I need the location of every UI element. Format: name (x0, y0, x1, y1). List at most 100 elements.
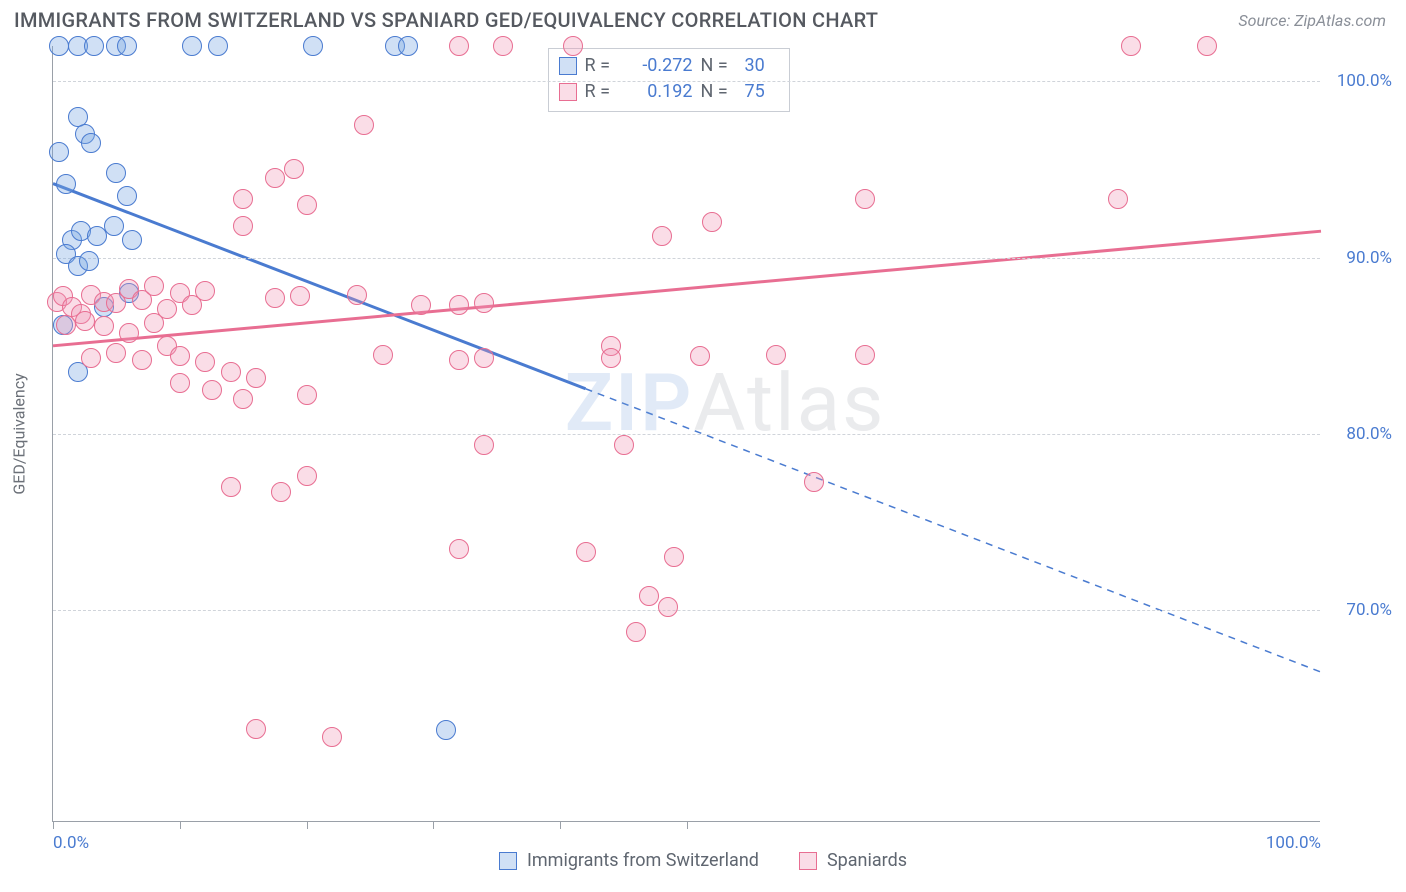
data-point (202, 380, 222, 400)
x-tick (433, 821, 434, 829)
data-point (233, 389, 253, 409)
data-point (614, 435, 634, 455)
data-point (855, 345, 875, 365)
stat-r-label: R = (585, 53, 621, 79)
data-point (347, 285, 367, 305)
watermark: ZIPAtlas (565, 356, 886, 450)
legend-item: Spaniards (799, 850, 907, 871)
trend-line-extrapolated (586, 389, 1321, 672)
legend-label: Spaniards (827, 850, 907, 871)
data-point (106, 163, 126, 183)
data-point (297, 385, 317, 405)
trend-line (53, 231, 1321, 346)
data-point (658, 597, 678, 617)
data-point (664, 547, 684, 567)
data-point (170, 346, 190, 366)
stat-n-label: N = (701, 53, 737, 79)
x-tick (180, 821, 181, 829)
data-point (449, 350, 469, 370)
stat-n-value: 75 (745, 79, 777, 105)
data-point (56, 174, 76, 194)
legend-swatch (499, 852, 517, 870)
data-point (690, 346, 710, 366)
data-point (75, 311, 95, 331)
legend-item: Immigrants from Switzerland (499, 850, 759, 871)
data-point (246, 368, 266, 388)
data-point (79, 251, 99, 271)
data-point (221, 362, 241, 382)
data-point (84, 36, 104, 56)
data-point (398, 36, 418, 56)
data-point (449, 295, 469, 315)
data-point (290, 286, 310, 306)
y-axis-label: GED/Equivalency (10, 373, 29, 494)
correlation-stats-box: R =-0.272N =30R =0.192N =75 (548, 48, 790, 112)
data-point (601, 348, 621, 368)
x-tick (560, 821, 561, 829)
data-point (303, 36, 323, 56)
data-point (49, 142, 69, 162)
data-point (626, 622, 646, 642)
data-point (94, 316, 114, 336)
data-point (170, 373, 190, 393)
data-point (297, 466, 317, 486)
data-point (855, 189, 875, 209)
data-point (652, 226, 672, 246)
data-point (233, 189, 253, 209)
data-point (411, 295, 431, 315)
source-attribution: Source: ZipAtlas.com (1238, 11, 1386, 30)
data-point (474, 435, 494, 455)
y-tick-label: 90.0% (1328, 248, 1392, 268)
data-point (195, 352, 215, 372)
stat-n-label: N = (701, 79, 737, 105)
data-point (639, 586, 659, 606)
data-point (297, 195, 317, 215)
data-point (117, 186, 137, 206)
data-point (1121, 36, 1141, 56)
data-point (221, 477, 241, 497)
data-point (474, 348, 494, 368)
data-point (702, 212, 722, 232)
stat-row: R = 0.192 N = 75 (559, 79, 777, 105)
data-point (144, 313, 164, 333)
data-point (81, 348, 101, 368)
data-point (122, 230, 142, 250)
data-point (49, 36, 69, 56)
data-point (284, 159, 304, 179)
x-tick (53, 821, 54, 829)
data-point (474, 293, 494, 313)
data-point (104, 216, 124, 236)
data-point (81, 133, 101, 153)
data-point (246, 719, 266, 739)
data-point (117, 36, 137, 56)
data-point (195, 281, 215, 301)
data-point (106, 343, 126, 363)
legend-label: Immigrants from Switzerland (527, 850, 759, 871)
y-tick-label: 80.0% (1328, 424, 1392, 444)
data-point (56, 315, 76, 335)
data-point (182, 36, 202, 56)
stat-r-label: R = (585, 79, 621, 105)
data-point (1108, 189, 1128, 209)
data-point (449, 36, 469, 56)
series-swatch (559, 57, 577, 75)
data-point (119, 323, 139, 343)
gridline (53, 81, 1320, 82)
series-swatch (559, 83, 577, 101)
chart-title: IMMIGRANTS FROM SWITZERLAND VS SPANIARD … (14, 8, 878, 32)
data-point (322, 727, 342, 747)
data-point (354, 115, 374, 135)
data-point (265, 288, 285, 308)
data-point (132, 350, 152, 370)
data-point (493, 36, 513, 56)
data-point (373, 345, 393, 365)
data-point (804, 472, 824, 492)
scatter-plot-area: GED/Equivalency ZIPAtlas R =-0.272N =30R… (52, 46, 1320, 822)
data-point (1197, 36, 1217, 56)
data-point (144, 276, 164, 296)
stat-r-value: 0.192 (629, 79, 693, 105)
data-point (449, 539, 469, 559)
data-point (208, 36, 228, 56)
data-point (563, 36, 583, 56)
x-tick (307, 821, 308, 829)
